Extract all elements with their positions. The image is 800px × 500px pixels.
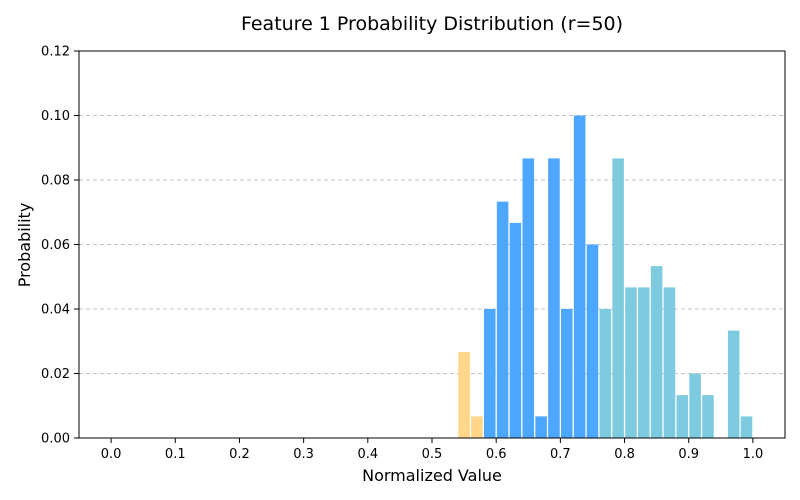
bar <box>740 416 753 438</box>
bar <box>458 351 470 438</box>
bar <box>522 158 535 438</box>
bar <box>689 373 701 438</box>
bar <box>483 309 496 438</box>
chart-title: Feature 1 Probability Distribution (r=50… <box>241 13 623 35</box>
bar <box>663 287 676 438</box>
x-tick-label: 0.9 <box>678 447 699 462</box>
y-tick-label: 0.12 <box>41 45 70 60</box>
bar <box>496 201 509 438</box>
x-tick-label: 0.7 <box>550 447 571 462</box>
x-tick-label: 0.0 <box>101 447 122 462</box>
y-tick-label: 0.04 <box>41 303 70 318</box>
y-tick-label: 0.06 <box>41 238 70 253</box>
y-tick-label: 0.00 <box>41 432 70 447</box>
bar <box>561 309 573 438</box>
grid-lines <box>79 115 785 374</box>
x-tick-label: 0.5 <box>422 447 443 462</box>
x-tick-label: 0.6 <box>486 447 507 462</box>
y-axis-label: Probability <box>15 203 34 288</box>
bar <box>612 158 624 438</box>
bar <box>638 287 650 438</box>
bar <box>625 287 637 438</box>
y-tick-label: 0.10 <box>41 109 70 124</box>
y-ticks: 0.00 0.02 0.04 0.06 0.08 0.10 0.12 <box>41 45 79 447</box>
bar <box>535 416 547 438</box>
bars <box>458 115 753 438</box>
bar <box>548 158 560 438</box>
bar <box>573 115 586 438</box>
bar <box>676 395 689 438</box>
x-tick-label: 0.8 <box>614 447 635 462</box>
x-tick-label: 1.0 <box>743 447 764 462</box>
x-axis-label: Normalized Value <box>362 466 502 485</box>
x-ticks: 0.0 0.1 0.2 0.3 0.4 0.5 0.6 0.7 0.8 0.9 1.0 <box>101 438 764 462</box>
bar <box>471 416 483 438</box>
x-tick-label: 0.1 <box>165 447 186 462</box>
x-tick-label: 0.4 <box>357 447 378 462</box>
bar <box>509 222 522 438</box>
bar <box>599 309 612 438</box>
x-tick-label: 0.2 <box>229 447 250 462</box>
bar <box>586 244 599 438</box>
y-tick-label: 0.08 <box>41 174 70 189</box>
bar <box>702 395 714 438</box>
bar <box>727 330 740 438</box>
bar <box>650 266 663 438</box>
y-tick-label: 0.02 <box>41 367 70 382</box>
x-tick-label: 0.3 <box>293 447 314 462</box>
